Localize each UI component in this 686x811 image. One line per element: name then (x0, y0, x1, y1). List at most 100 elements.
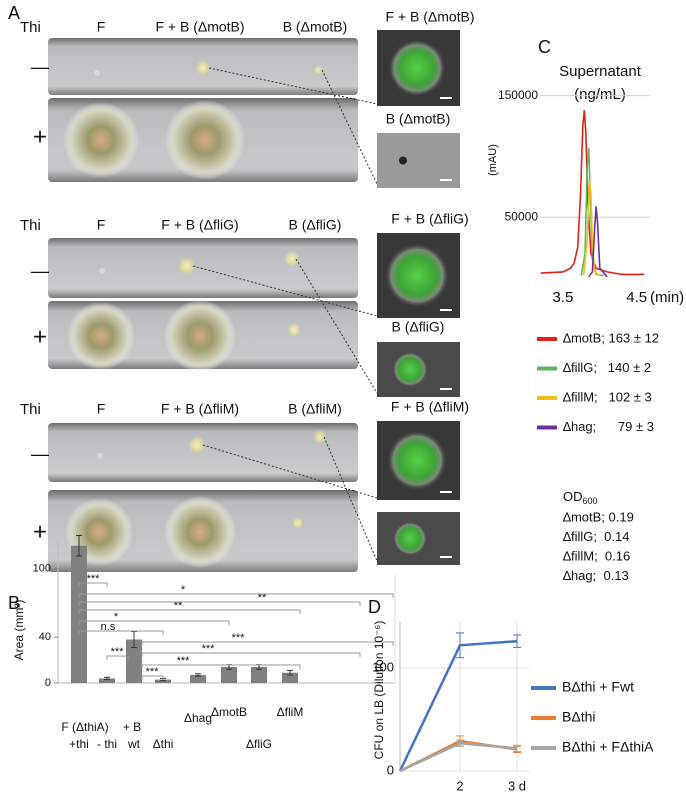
y-tick-label: 40 (39, 631, 51, 643)
significance-label: *** (232, 632, 246, 644)
panel-letter: C (538, 37, 551, 57)
y-tick-label: 100 (372, 659, 394, 674)
inset-photo (377, 133, 460, 188)
y-axis-label: CFU on LB (Dilution 10⁻⁶) (372, 621, 386, 760)
significance-bracket (141, 664, 301, 669)
colony (67, 302, 135, 370)
inset-label: F + B (ΔmotB) (385, 9, 474, 25)
plate-photo (48, 423, 358, 482)
x-tick-label: 3.5 (552, 289, 573, 306)
significance-bracket (141, 675, 164, 680)
significance-bracket (78, 601, 361, 606)
error-bar (104, 676, 110, 681)
panel-letter: A (8, 3, 20, 23)
series-line (582, 180, 601, 277)
significance-label: n.s (101, 621, 116, 633)
od-value: ∆motB; 0.19 (563, 509, 634, 524)
colony (164, 496, 236, 568)
thi-label: Thi (20, 217, 41, 234)
colony (195, 60, 211, 76)
x-tick-label: ΔfliG (246, 737, 272, 751)
y-tick-label: 100 (33, 563, 51, 575)
x-tick-label: ΔfliM (277, 705, 304, 719)
panel-letter: B (8, 593, 20, 613)
od-value: ∆fillG; 0.14 (563, 529, 629, 544)
x-tick-label: wt (127, 737, 141, 751)
od-title: OD600 (563, 489, 598, 506)
bar (99, 678, 115, 683)
error-bar (195, 673, 201, 677)
thi-label: Thi (20, 19, 41, 36)
colony (313, 430, 327, 444)
inset-colony (392, 521, 428, 556)
colony (165, 100, 245, 180)
legend-label: ∆fillM; 102 ± 3 (563, 389, 652, 404)
inset-label: F + B (ΔfliM) (391, 399, 469, 415)
colony (164, 300, 236, 372)
x-tick-label: Δhag (184, 711, 212, 725)
significance-bracket (78, 609, 301, 614)
bar (155, 679, 171, 683)
bar (282, 672, 298, 683)
error-bar (513, 634, 521, 648)
bar (190, 674, 206, 683)
significance-bracket (78, 630, 164, 635)
significance-bracket (141, 641, 394, 646)
row-label: — (31, 57, 49, 77)
column-header: F (97, 401, 106, 417)
x-axis-label: (min) (650, 289, 684, 306)
row-label: + (33, 123, 47, 150)
legend-label: BΔthi + Fwt (562, 679, 634, 695)
error-bar (456, 632, 464, 659)
legend-label: ∆fillG; 140 ± 2 (563, 360, 651, 375)
y-tick-label: 0 (387, 762, 394, 777)
significance-label: *** (202, 643, 216, 655)
od-value: ∆fillM; 0.16 (563, 548, 630, 563)
y-tick-label: 50000 (505, 209, 539, 223)
inset-colony (384, 243, 450, 308)
significance-bracket (78, 582, 108, 587)
legend-label: ∆hag; 79 ± 3 (563, 419, 654, 434)
od-value: ∆hag; 0.13 (563, 568, 629, 583)
significance-label: *** (111, 646, 125, 658)
significance-label: *** (146, 666, 160, 678)
connector (323, 436, 378, 562)
column-header: B (ΔfliG) (289, 217, 342, 233)
error-bar (76, 534, 82, 557)
od-subscript: 600 (583, 496, 598, 506)
column-header: F + B (ΔfliG) (161, 217, 238, 233)
significance-label: *** (177, 655, 191, 667)
y-axis-label: (mAU) (487, 144, 499, 176)
colony (99, 268, 105, 274)
error-bar (131, 631, 137, 649)
column-header: B (ΔfliM) (288, 401, 342, 417)
column-header: F + B (ΔfliM) (161, 401, 239, 417)
inset-colony (391, 351, 429, 388)
x-tick-label: Δthi (153, 737, 174, 751)
inset-colony (388, 39, 446, 97)
x-tick-label: 2 (456, 778, 463, 793)
inset-label: F + B (ΔfliG) (391, 211, 468, 227)
bar (126, 639, 142, 683)
bar (221, 666, 237, 683)
colony (292, 517, 304, 529)
series-line (540, 110, 645, 276)
series-line (399, 741, 518, 773)
significance-bracket (78, 620, 230, 625)
error-bar (456, 739, 464, 747)
connector (208, 67, 378, 105)
inset-label: B (ΔfliG) (392, 319, 445, 335)
colony (94, 70, 100, 76)
bar (71, 545, 87, 683)
y-axis-label: Area (mm²) (12, 600, 26, 661)
chart-title: Supernatant (559, 63, 642, 80)
significance-label: ** (174, 600, 183, 612)
series-line (398, 639, 518, 772)
column-header: F + B (ΔmotB) (155, 19, 244, 35)
inset-colony (386, 430, 448, 491)
error-bar (513, 744, 521, 752)
column-header: F (97, 217, 106, 233)
significance-label: * (181, 584, 186, 596)
